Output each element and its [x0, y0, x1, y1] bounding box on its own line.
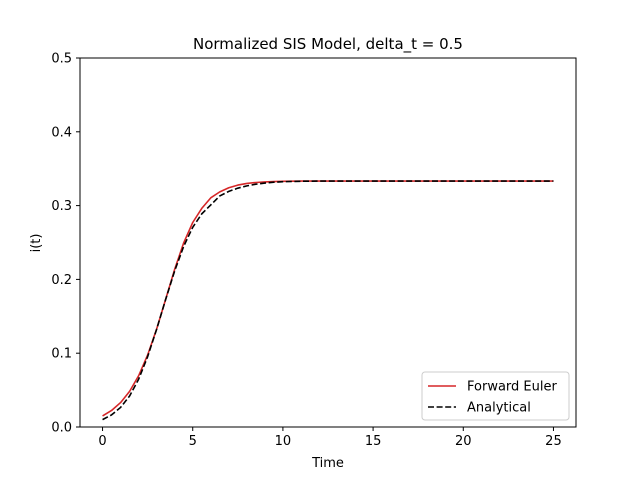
x-tick-label: 5 — [189, 434, 197, 449]
y-tick-label: 0.2 — [51, 273, 72, 288]
y-axis-label: i(t) — [29, 234, 44, 253]
plot-area — [79, 57, 577, 428]
x-tick-label: 0 — [98, 434, 106, 449]
legend-label: Analytical — [467, 401, 531, 416]
legend-box — [421, 371, 570, 421]
legend-label: Forward Euler — [467, 380, 557, 395]
y-axis: 0.0 0.1 0.2 0.3 0.4 0.5 — [51, 52, 80, 436]
x-tick-label: 25 — [545, 434, 562, 449]
y-tick-label: 0.4 — [51, 125, 72, 140]
axes-border — [79, 57, 577, 428]
series-layer — [102, 180, 554, 421]
y-tick-label: 0.0 — [51, 421, 72, 436]
x-tick-label: 20 — [455, 434, 472, 449]
chart-title: Normalized SIS Model, delta_t = 0.5 — [193, 35, 463, 54]
axes-background — [80, 58, 576, 427]
x-axis-label: Time — [311, 456, 344, 471]
y-tick-label: 0.3 — [51, 199, 72, 214]
x-tick-label: 10 — [275, 434, 292, 449]
x-tick-label: 15 — [365, 434, 382, 449]
legend: Forward Euler Analytical — [421, 371, 570, 421]
x-axis: 0 5 10 15 20 25 — [98, 427, 562, 449]
y-tick-label: 0.1 — [51, 347, 72, 362]
series-line-analytical — [102, 180, 554, 421]
y-tick-label: 0.5 — [51, 52, 72, 67]
